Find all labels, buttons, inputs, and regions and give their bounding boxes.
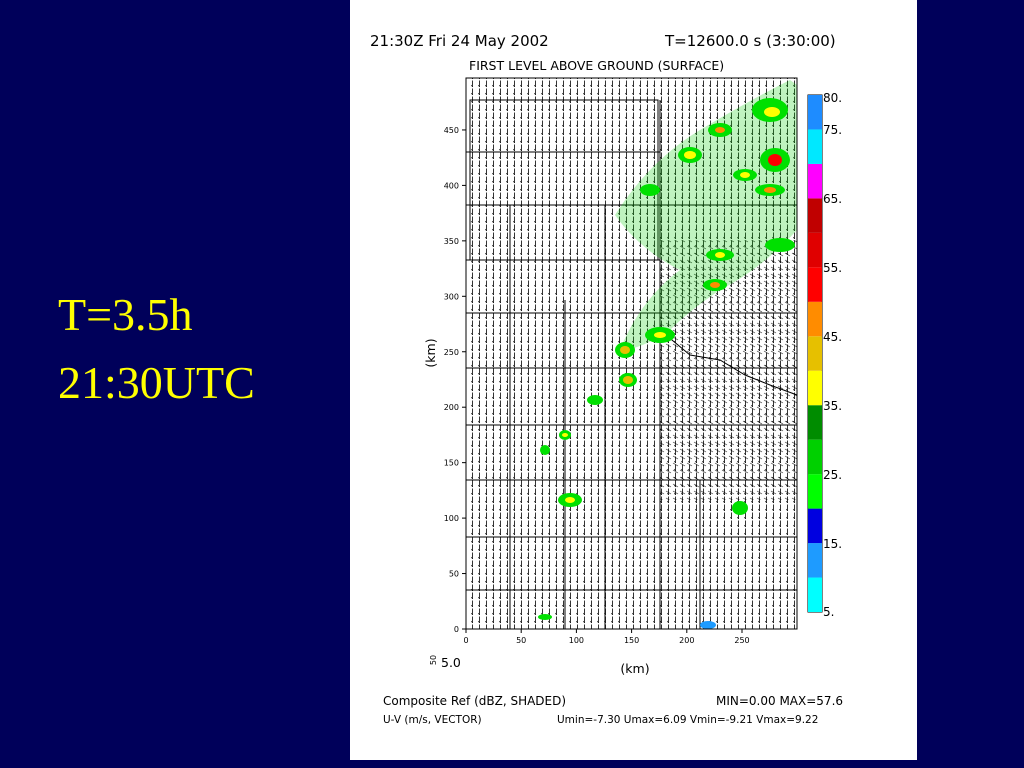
colorbar-label: 65. xyxy=(823,192,842,206)
colorbar-segment xyxy=(808,474,822,509)
footer-field: U-V (m/s, VECTOR) xyxy=(383,714,482,726)
colorbar-segment xyxy=(808,232,822,268)
colorbar-segment xyxy=(808,508,822,544)
colorbar-label: 75. xyxy=(823,123,842,137)
colorbar-segment xyxy=(808,336,822,371)
colorbar-segment xyxy=(808,543,822,578)
plot-area xyxy=(465,77,798,630)
colorbar-segment xyxy=(808,577,822,612)
y-tick-label: 450 xyxy=(444,126,459,135)
plot-time: T=12600.0 s (3:30:00) xyxy=(664,32,836,50)
y-tick-label: 350 xyxy=(444,237,459,246)
footer-range: MIN=0.00 MAX=57.6 xyxy=(716,694,843,708)
colorbar-segment xyxy=(808,95,822,130)
y-tick-label: 250 xyxy=(444,348,459,357)
vector-scale: 50 xyxy=(429,655,438,665)
y-tick-label: 400 xyxy=(444,181,459,190)
colorbar-segment xyxy=(808,267,822,302)
vector-scale: 5.0 xyxy=(441,655,461,670)
x-tick-label: 50 xyxy=(516,636,526,645)
colorbar-label: 80. xyxy=(823,91,842,105)
caption: 21:30UTC xyxy=(58,357,255,408)
colorbar-label: 35. xyxy=(823,399,842,413)
colorbar-segment xyxy=(808,439,822,475)
y-tick-label: 50 xyxy=(449,570,459,579)
caption: T=3.5h xyxy=(58,289,193,340)
y-axis-label: (km) xyxy=(423,338,438,367)
boundaries xyxy=(466,99,798,629)
y-tick-label: 150 xyxy=(444,459,459,468)
wind-vectors xyxy=(660,240,797,500)
y-tick-label: 300 xyxy=(444,292,459,301)
footer-field: Composite Ref (dBZ, SHADED) xyxy=(383,694,566,708)
plot-subtitle: FIRST LEVEL ABOVE GROUND (SURFACE) xyxy=(469,58,724,73)
reflectivity xyxy=(538,80,797,629)
x-tick-label: 200 xyxy=(679,636,694,645)
colorbar-segment xyxy=(808,163,822,199)
colorbar-segment xyxy=(808,198,822,233)
x-tick-label: 0 xyxy=(463,636,468,645)
footer-range: Umin=-7.30 Umax=6.09 Vmin=-9.21 Vmax=9.2… xyxy=(557,714,818,726)
colorbar-segment xyxy=(808,370,822,406)
colorbar-label: 45. xyxy=(823,330,842,344)
colorbar-label: 55. xyxy=(823,261,842,275)
colorbar-label: 15. xyxy=(823,537,842,551)
x-tick-label: 250 xyxy=(734,636,749,645)
colorbar-segment xyxy=(808,405,822,440)
y-tick-label: 0 xyxy=(454,625,459,634)
plot-title: 21:30Z Fri 24 May 2002 xyxy=(370,32,549,50)
x-tick-label: 150 xyxy=(624,636,639,645)
colorbar-segment xyxy=(808,301,822,337)
x-tick-label: 100 xyxy=(569,636,584,645)
x-axis-label: (km) xyxy=(620,661,649,676)
y-tick-label: 100 xyxy=(444,514,459,523)
colorbar-label: 25. xyxy=(823,468,842,482)
y-tick-label: 200 xyxy=(444,403,459,412)
colorbar-label: 5. xyxy=(823,605,834,619)
colorbar-segment xyxy=(808,129,822,164)
